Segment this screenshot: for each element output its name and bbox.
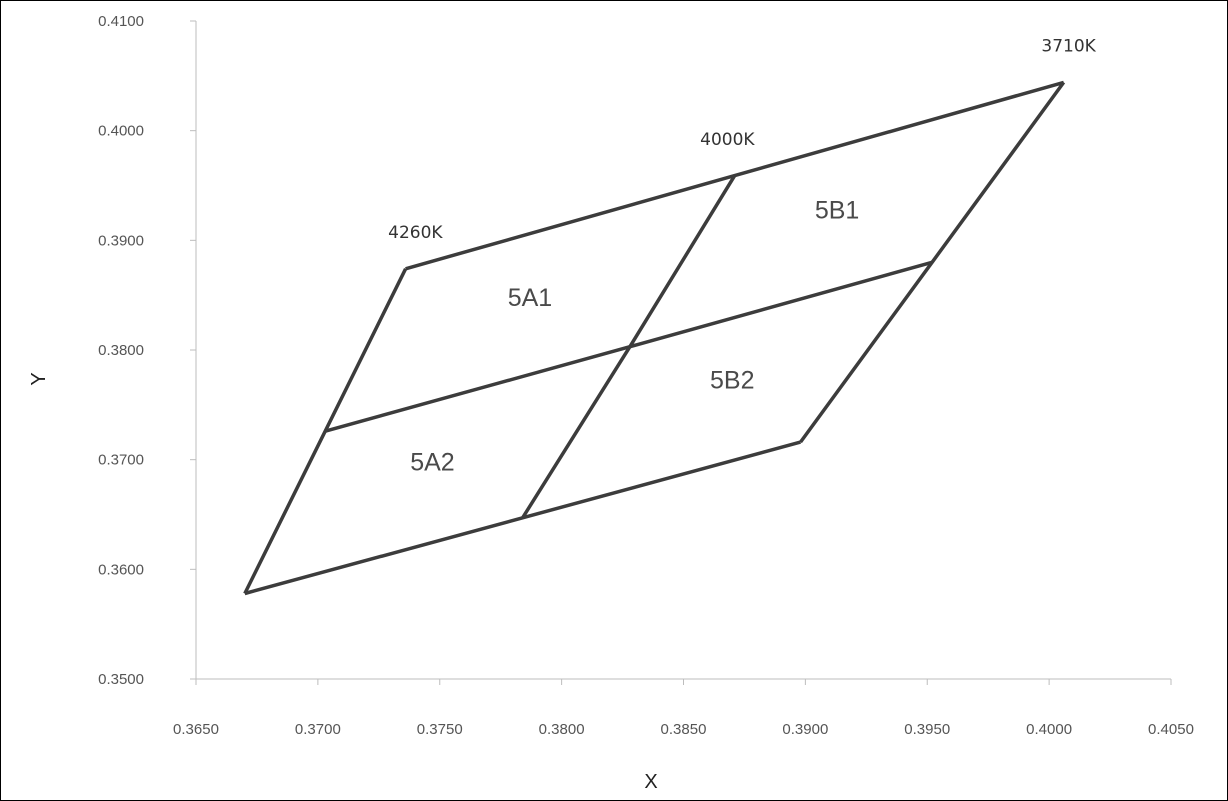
boundary-line-3 [243, 268, 408, 595]
boundary-line-5 [799, 81, 1066, 444]
x-tick-label: 0.3750 [417, 721, 463, 738]
cct-labels: 4260K 4000K 3710K [388, 37, 1097, 243]
y-tick-label: 0.3500 [98, 671, 144, 688]
bin-label-5a2: 5A2 [410, 449, 454, 477]
x-tick-label: 0.3650 [173, 721, 219, 738]
y-tick-label: 0.3800 [98, 342, 144, 359]
x-tick-label: 0.3900 [782, 721, 828, 738]
y-tick-label: 0.3700 [98, 452, 144, 469]
x-tick-label: 0.3850 [661, 721, 707, 738]
x-axis-ticks: 0.3650 0.3700 0.3750 0.3800 0.3850 0.3900 0.39… [173, 679, 1194, 738]
bin-label-5b1: 5B1 [815, 196, 859, 224]
bin-label-5b2: 5B2 [710, 366, 754, 394]
y-axis-title: Y [28, 372, 50, 385]
bin-labels: 5A1 5B1 5A2 5B2 [410, 196, 859, 476]
bin-label-5a1: 5A1 [508, 284, 552, 312]
x-axis-title: X [644, 771, 657, 793]
x-tick-label: 0.3950 [904, 721, 950, 738]
cct-label-4000k: 4000K [700, 130, 755, 150]
y-tick-label: 0.3600 [98, 561, 144, 578]
bin-boundaries [243, 80, 1066, 596]
cct-label-3710k: 3710K [1041, 37, 1096, 57]
y-tick-label: 0.4000 [98, 123, 144, 140]
x-tick-label: 0.3700 [295, 721, 341, 738]
y-axis-ticks: 0.3500 0.3600 0.3700 0.3800 0.3900 0.4000 0.41… [98, 13, 196, 688]
x-tick-label: 0.4000 [1026, 721, 1072, 738]
x-tick-label: 0.4050 [1148, 721, 1194, 738]
cct-label-4260k: 4260K [388, 223, 443, 243]
y-tick-label: 0.4100 [98, 13, 144, 30]
axes [195, 21, 1171, 680]
x-tick-label: 0.3800 [539, 721, 585, 738]
y-tick-label: 0.3900 [98, 232, 144, 249]
boundary-line-4 [521, 174, 737, 519]
